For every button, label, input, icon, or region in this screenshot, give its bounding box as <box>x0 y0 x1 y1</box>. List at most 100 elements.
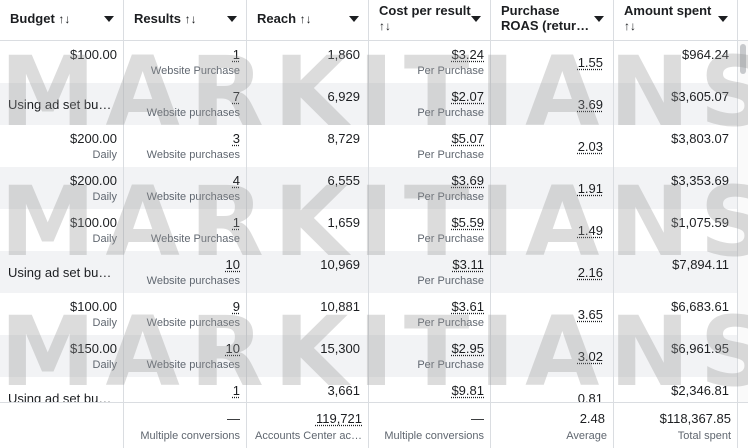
chevron-down-icon[interactable] <box>104 16 114 22</box>
results-cell: 10 Website purchases <box>124 251 247 293</box>
sort-icon[interactable]: ↑↓ <box>379 19 391 33</box>
cpr-subtext: Per Purchase <box>417 359 484 371</box>
cpr-cell: $5.07 Per Purchase <box>369 125 491 167</box>
roas-value[interactable]: 1.55 <box>578 55 603 70</box>
cpr-value[interactable]: $5.59 <box>451 215 484 230</box>
cpr-subtext: Per Purchase <box>417 275 484 287</box>
spent-value: $7,894.11 <box>672 257 729 272</box>
cpr-value[interactable]: $3.24 <box>451 47 484 62</box>
budget-cell: $150.00 Daily <box>0 335 124 377</box>
chevron-down-icon[interactable] <box>471 16 481 22</box>
results-value[interactable]: 4 <box>233 173 240 188</box>
cpr-subtext: Per Purchase <box>417 191 484 203</box>
budget-value: Using ad set bu… <box>8 97 111 112</box>
results-value[interactable]: 1 <box>233 47 240 62</box>
column-header-purchase-roas[interactable]: Purchase ROAS (retur… <box>491 0 614 41</box>
summary-cpr-cell: — Multiple conversions <box>369 403 491 448</box>
results-value[interactable]: 1 <box>233 215 240 230</box>
reach-cell: 6,929 <box>247 83 369 125</box>
table-row[interactable]: $100.00 1 Website Purchase 1,860 $3.24 Per Pu… <box>0 41 748 83</box>
roas-value[interactable]: 3.65 <box>578 307 603 322</box>
table-row[interactable]: $100.00 Daily 9 Website purchases 10,881 $3.6… <box>0 293 748 335</box>
roas-value[interactable]: 3.69 <box>578 97 603 112</box>
results-cell: 3 Website purchases <box>124 125 247 167</box>
sort-icon[interactable]: ↑↓ <box>624 19 636 33</box>
results-value[interactable]: 9 <box>233 299 240 314</box>
cpr-value[interactable]: $5.07 <box>451 131 484 146</box>
sort-icon[interactable]: ↑↓ <box>300 12 312 26</box>
budget-value: $200.00 <box>70 173 117 188</box>
roas-value[interactable]: 1.49 <box>578 223 603 238</box>
summary-results: — <box>227 411 240 426</box>
roas-cell: 3.69 <box>491 83 614 125</box>
table-row[interactable]: $200.00 Daily 4 Website purchases 6,555 $3.69… <box>0 167 748 209</box>
budget-subtext: Daily <box>93 233 117 245</box>
summary-cpr-label: Multiple conversions <box>384 430 484 442</box>
chevron-down-icon[interactable] <box>594 16 604 22</box>
cpr-value[interactable]: $3.11 <box>452 257 484 272</box>
column-header-cost-per-result[interactable]: Cost per result ↑↓ <box>369 0 491 41</box>
summary-reach[interactable]: 119,721 <box>316 411 362 426</box>
cpr-value[interactable]: $3.61 <box>451 299 484 314</box>
results-value[interactable]: 3 <box>233 131 240 146</box>
chevron-down-icon[interactable] <box>227 16 237 22</box>
cpr-value[interactable]: $3.69 <box>451 173 484 188</box>
spent-cell: $6,961.95 <box>614 335 738 377</box>
table-row[interactable]: Using ad set bu… 10 Website purchases 10,96… <box>0 251 748 293</box>
cpr-value[interactable]: $9.81 <box>451 383 484 398</box>
roas-value[interactable]: 3.02 <box>578 349 603 364</box>
cpr-value[interactable]: $2.95 <box>451 341 484 356</box>
sort-icon[interactable]: ↑↓ <box>185 12 197 26</box>
results-cell: 4 Website purchases <box>124 167 247 209</box>
chevron-down-icon[interactable] <box>349 16 359 22</box>
reach-value: 15,300 <box>320 341 360 356</box>
budget-value: $150.00 <box>70 341 117 356</box>
budget-cell: $200.00 Daily <box>0 125 124 167</box>
cpr-cell: $2.07 Per Purchase <box>369 83 491 125</box>
budget-value: Using ad set bu… <box>8 265 111 280</box>
reach-cell: 10,881 <box>247 293 369 335</box>
column-header-results[interactable]: Results ↑↓ <box>124 0 247 41</box>
vertical-scrollbar[interactable] <box>738 41 748 402</box>
results-subtext: Website purchases <box>147 317 240 329</box>
sort-icon[interactable]: ↑↓ <box>58 12 70 26</box>
reach-cell: 15,300 <box>247 335 369 377</box>
results-value[interactable]: 10 <box>226 341 240 356</box>
reach-value: 8,729 <box>327 131 360 146</box>
summary-budget-cell <box>0 403 124 448</box>
table-row[interactable]: $100.00 Daily 1 Website Purchase 1,659 $5.59 P… <box>0 209 748 251</box>
header-label: Results <box>134 11 181 26</box>
cpr-value[interactable]: $2.07 <box>451 89 484 104</box>
column-header-amount-spent[interactable]: Amount spent ↑↓ <box>614 0 738 41</box>
table-row[interactable]: Using ad set bu… 7 Website purchases 6,929 $… <box>0 83 748 125</box>
results-value[interactable]: 10 <box>226 257 240 272</box>
roas-value[interactable]: 2.03 <box>578 139 603 154</box>
reach-cell: 1,860 <box>247 41 369 83</box>
budget-cell: Using ad set bu… <box>0 251 124 293</box>
header-label: Budget <box>10 11 55 26</box>
results-subtext: Website Purchase <box>151 65 240 77</box>
summary-spent-label: Total spent <box>678 430 731 442</box>
spent-value: $3,605.07 <box>671 89 729 104</box>
results-value[interactable]: 7 <box>233 89 240 104</box>
column-header-budget[interactable]: Budget ↑↓ <box>0 0 124 41</box>
results-value[interactable]: 1 <box>233 383 240 398</box>
summary-results-label: Multiple conversions <box>140 430 240 442</box>
roas-value[interactable]: 1.91 <box>578 181 603 196</box>
reach-value: 3,661 <box>327 383 360 398</box>
cpr-cell: $3.61 Per Purchase <box>369 293 491 335</box>
column-header-reach[interactable]: Reach ↑↓ <box>247 0 369 41</box>
summary-reach-cell: 119,721 Accounts Center ac… <box>247 403 369 448</box>
summary-reach-label: Accounts Center ac… <box>255 430 362 442</box>
roas-value[interactable]: 2.16 <box>578 265 603 280</box>
reach-value: 10,881 <box>320 299 360 314</box>
roas-cell: 2.03 <box>491 125 614 167</box>
cpr-cell: $2.95 Per Purchase <box>369 335 491 377</box>
scrollbar-thumb[interactable] <box>740 44 746 74</box>
spent-value: $3,803.07 <box>671 131 729 146</box>
table-row[interactable]: $200.00 Daily 3 Website purchases 8,729 $5.07… <box>0 125 748 167</box>
table-row[interactable]: $150.00 Daily 10 Website purchases 15,300 $2.… <box>0 335 748 377</box>
reach-cell: 10,969 <box>247 251 369 293</box>
chevron-down-icon[interactable] <box>718 16 728 22</box>
table-header: Budget ↑↓ Results ↑↓ Reach ↑↓ Cost per r… <box>0 0 748 41</box>
